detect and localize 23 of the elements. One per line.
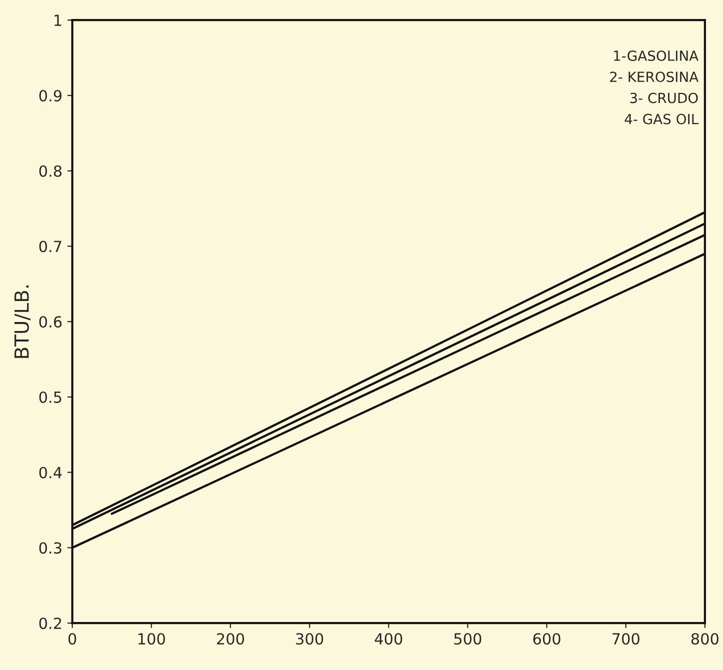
y-tick-label: 0.8 <box>39 165 62 177</box>
annotation: 4- GAS OIL <box>624 114 699 124</box>
y-tick-label: 0.7 <box>39 240 62 252</box>
x-tick-label: 700 <box>612 633 640 645</box>
x-tick-label: 300 <box>296 633 324 645</box>
y-tick-label: 0.5 <box>39 391 62 403</box>
annotation: 1-GASOLINA <box>614 50 698 61</box>
y-tick-label: 0.6 <box>39 316 62 328</box>
annotation: 2- KEROSINA <box>610 72 698 82</box>
y-tick-label: 0.9 <box>39 90 62 102</box>
x-tick-label: 500 <box>454 633 482 645</box>
x-tick-label: 0 <box>68 633 76 645</box>
y-tick-label: 0.3 <box>39 542 62 554</box>
x-tick-label: 600 <box>533 633 560 645</box>
y-axis-title: BTU/LB. <box>14 286 30 358</box>
y-tick-label: 1 <box>54 14 62 26</box>
x-tick-label: 400 <box>374 633 402 645</box>
y-tick-label: 0.4 <box>39 466 62 478</box>
x-tick-label: 200 <box>216 633 244 645</box>
y-tick-label: 0.2 <box>39 618 62 630</box>
annotation: 3- CRUDO <box>630 92 698 104</box>
x-tick-label: 100 <box>138 633 165 645</box>
x-tick-label: 800 <box>691 633 718 645</box>
